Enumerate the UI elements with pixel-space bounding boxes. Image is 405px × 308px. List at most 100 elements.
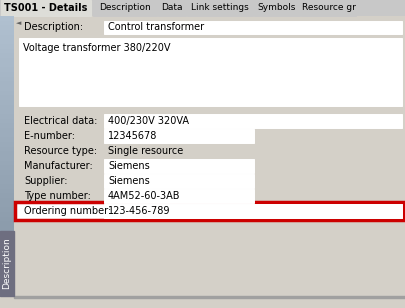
Bar [0,184,14,189]
Bar [0,179,14,184]
Text: Data: Data [161,3,182,13]
Bar [0,198,14,203]
Text: ◄: ◄ [16,20,21,26]
Bar [0,105,14,110]
Bar [0,175,14,180]
Bar [0,231,14,296]
Bar [0,16,14,21]
Text: 400/230V 320VA: 400/230V 320VA [108,116,189,126]
Bar [0,249,14,254]
Text: Single resource: Single resource [108,146,183,156]
Text: Link settings: Link settings [191,3,248,13]
Bar [0,259,14,264]
Bar [104,129,254,143]
Bar [0,77,14,82]
Text: E-number:: E-number: [24,131,75,141]
Text: 123-456-789: 123-456-789 [108,206,170,216]
Bar [0,21,14,26]
Bar [0,81,14,87]
Bar [0,235,14,241]
Bar [0,35,14,40]
Bar [19,38,401,106]
Bar [0,100,14,105]
Bar [93,1,157,16]
Bar [0,203,14,208]
Text: Electrical data:: Electrical data: [24,116,97,126]
Bar [0,86,14,91]
Bar [0,119,14,124]
Bar [0,142,14,147]
Bar [104,189,254,203]
Bar [0,165,14,171]
Text: Symbols: Symbols [257,3,296,13]
Bar [0,221,14,226]
Bar [0,240,14,245]
Text: Control transformer: Control transformer [108,22,204,33]
Bar [0,268,14,273]
Bar [0,254,14,259]
Bar [0,273,14,278]
Text: Description: Description [2,238,11,290]
Bar [0,189,14,194]
Bar [187,1,252,16]
Bar [104,114,401,128]
Bar [0,147,14,152]
Bar [0,212,14,217]
Bar [0,123,14,128]
Bar [0,44,14,49]
Bar [0,0,405,16]
Bar [0,231,14,236]
Bar [14,296,405,298]
Bar [0,133,14,138]
Text: 4AM52-60-3AB: 4AM52-60-3AB [108,191,180,201]
Bar [0,287,14,292]
Bar [158,1,185,16]
Text: Siemens: Siemens [108,161,149,171]
Bar [0,49,14,54]
Text: Ordering number:: Ordering number: [24,206,111,216]
Text: Description:: Description: [24,22,83,33]
Bar [0,30,14,35]
Bar [0,95,14,100]
Bar [0,128,14,133]
Bar [0,39,14,44]
Bar [104,21,401,34]
Bar [15,202,403,220]
Text: Manufacturer:: Manufacturer: [24,161,92,171]
Text: Type number:: Type number: [24,191,91,201]
Text: Siemens: Siemens [108,176,149,186]
Text: Supplier:: Supplier: [24,176,67,186]
Bar [0,296,405,308]
Bar [0,193,14,198]
Bar [0,53,14,59]
Bar [0,156,14,161]
Bar [0,217,14,222]
Bar [0,114,14,119]
Bar [0,25,14,30]
Bar [1,0,91,16]
Text: 12345678: 12345678 [108,131,157,141]
Bar [0,72,14,77]
Bar [0,151,14,156]
Bar [104,159,254,173]
Bar [0,282,14,287]
Bar [104,204,401,218]
Bar [0,63,14,68]
Bar [0,58,14,63]
Bar [0,137,14,143]
Bar [0,207,14,213]
Text: Resource gr: Resource gr [301,3,354,13]
Bar [104,174,254,188]
Bar [0,277,14,282]
Text: Voltage transformer 380/220V: Voltage transformer 380/220V [23,43,170,53]
Bar [254,1,299,16]
Bar [300,1,355,16]
Text: Description: Description [99,3,151,13]
Bar [0,161,14,166]
Bar [0,91,14,96]
Bar [0,170,14,175]
Bar [0,291,14,297]
Bar [0,245,14,250]
Text: Resource type:: Resource type: [24,146,97,156]
Bar [0,226,14,231]
